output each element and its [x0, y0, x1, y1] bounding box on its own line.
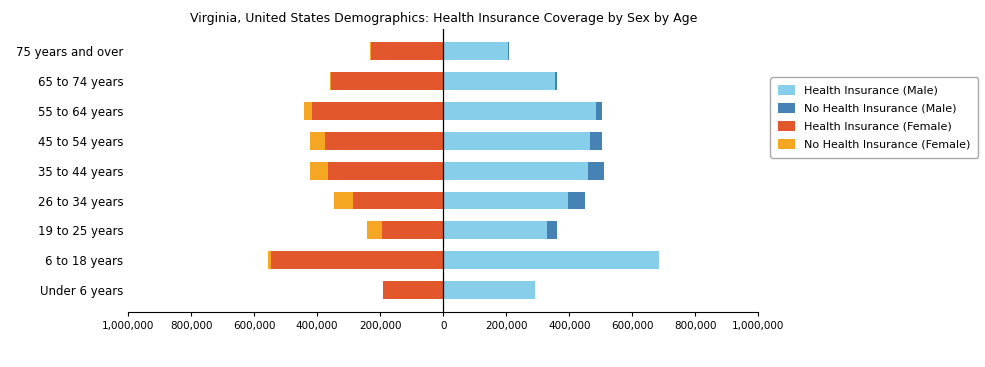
- Bar: [331, 72, 443, 90]
- Bar: [354, 192, 443, 210]
- Bar: [443, 72, 556, 90]
- Bar: [443, 221, 548, 239]
- Bar: [310, 162, 328, 179]
- Bar: [370, 42, 443, 60]
- Bar: [443, 251, 659, 269]
- Bar: [303, 102, 312, 120]
- Bar: [325, 132, 443, 150]
- Bar: [268, 251, 272, 269]
- Bar: [443, 281, 535, 299]
- Bar: [443, 102, 596, 120]
- Bar: [590, 132, 603, 150]
- Bar: [567, 192, 585, 210]
- Bar: [366, 221, 382, 239]
- Bar: [596, 102, 603, 120]
- Bar: [310, 132, 325, 150]
- Bar: [443, 42, 508, 60]
- Legend: Health Insurance (Male), No Health Insurance (Male), Health Insurance (Female), : Health Insurance (Male), No Health Insur…: [770, 77, 978, 158]
- Bar: [548, 221, 557, 239]
- Bar: [588, 162, 604, 179]
- Bar: [312, 102, 443, 120]
- Bar: [443, 162, 588, 179]
- Bar: [443, 192, 567, 210]
- Bar: [382, 221, 443, 239]
- Bar: [330, 72, 331, 90]
- Bar: [272, 251, 443, 269]
- Bar: [383, 281, 443, 299]
- Bar: [556, 72, 557, 90]
- Bar: [334, 192, 354, 210]
- Title: Virginia, United States Demographics: Health Insurance Coverage by Sex by Age: Virginia, United States Demographics: He…: [189, 12, 697, 25]
- Bar: [328, 162, 443, 179]
- Bar: [443, 132, 590, 150]
